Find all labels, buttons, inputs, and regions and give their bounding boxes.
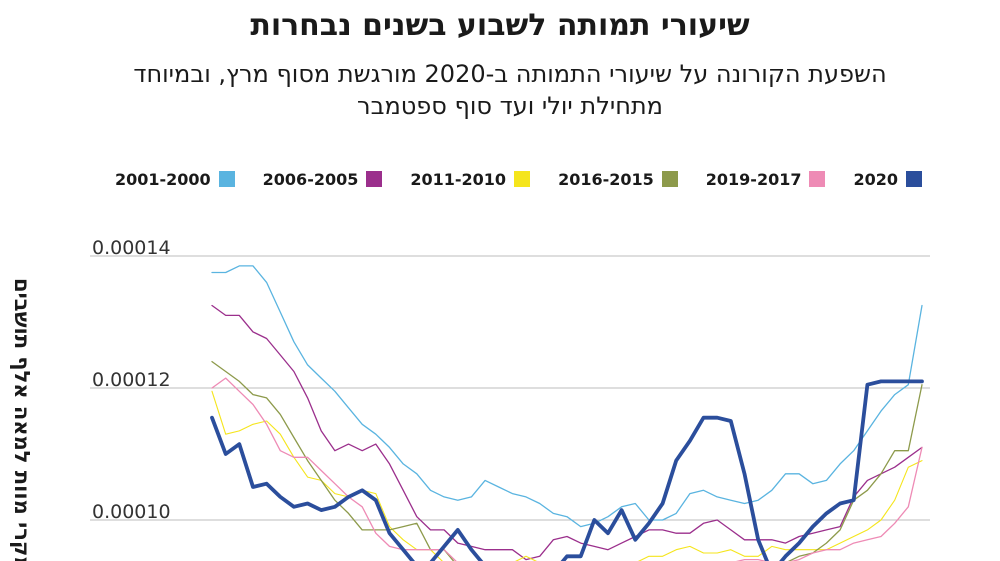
- legend-swatch: [366, 171, 383, 187]
- legend-item-2011-2010: 2011-2010: [410, 169, 531, 189]
- legend-item-2016-2015: 2016-2015: [558, 170, 678, 189]
- y-tick-label: 0.00012: [92, 369, 171, 391]
- y-tick-label: 0.00014: [92, 237, 171, 259]
- series-line-2019-2017: [211, 377, 923, 561]
- legend-swatch: [661, 171, 678, 187]
- series-line-2011-2010: [211, 390, 923, 561]
- y-tick-labels: 0.00014 0.00012 0.00010: [92, 237, 171, 523]
- legend-item-2020: 2020: [853, 170, 922, 189]
- y-axis-label-wrap: מקרי מוות למאה אלף תושבים: [10, 260, 50, 561]
- legend: 2020 2019-2017 2016-2015 2011-2010 2006-2005…: [115, 166, 922, 192]
- series-line-2001-2000: [211, 265, 923, 528]
- legend-label: 2001-2000: [114, 169, 211, 189]
- legend-item-2001-2000: 2001-2000: [115, 170, 235, 189]
- legend-item-2006-2005: 2006-2005: [263, 170, 383, 189]
- legend-item-2019-2017: 2019-2017: [706, 170, 826, 189]
- legend-label: 2020: [853, 169, 898, 189]
- chart-title: שיעורי תמותה לשבוע בשנים נבחרות: [250, 8, 750, 43]
- gridlines: [90, 255, 930, 521]
- legend-label: 2011-2010: [410, 169, 507, 189]
- series-line-2020: [210, 379, 924, 561]
- legend-swatch: [514, 171, 531, 187]
- chart-subtitle: השפעת הקורונה על שיעורי התמותה ב-2020 מו…: [133, 60, 887, 120]
- series-lines: [210, 265, 924, 561]
- legend-label: 2006-2005: [262, 169, 359, 189]
- legend-swatch: [809, 171, 826, 187]
- y-tick-label: 0.00010: [92, 501, 171, 523]
- legend-label: 2016-2015: [558, 169, 654, 189]
- y-axis-label: מקרי מוות למאה אלף תושבים: [10, 278, 34, 561]
- legend-swatch: [906, 171, 922, 187]
- legend-label: 2019-2017: [705, 169, 802, 189]
- legend-swatch: [218, 171, 235, 187]
- series-line-2016-2015: [211, 360, 923, 561]
